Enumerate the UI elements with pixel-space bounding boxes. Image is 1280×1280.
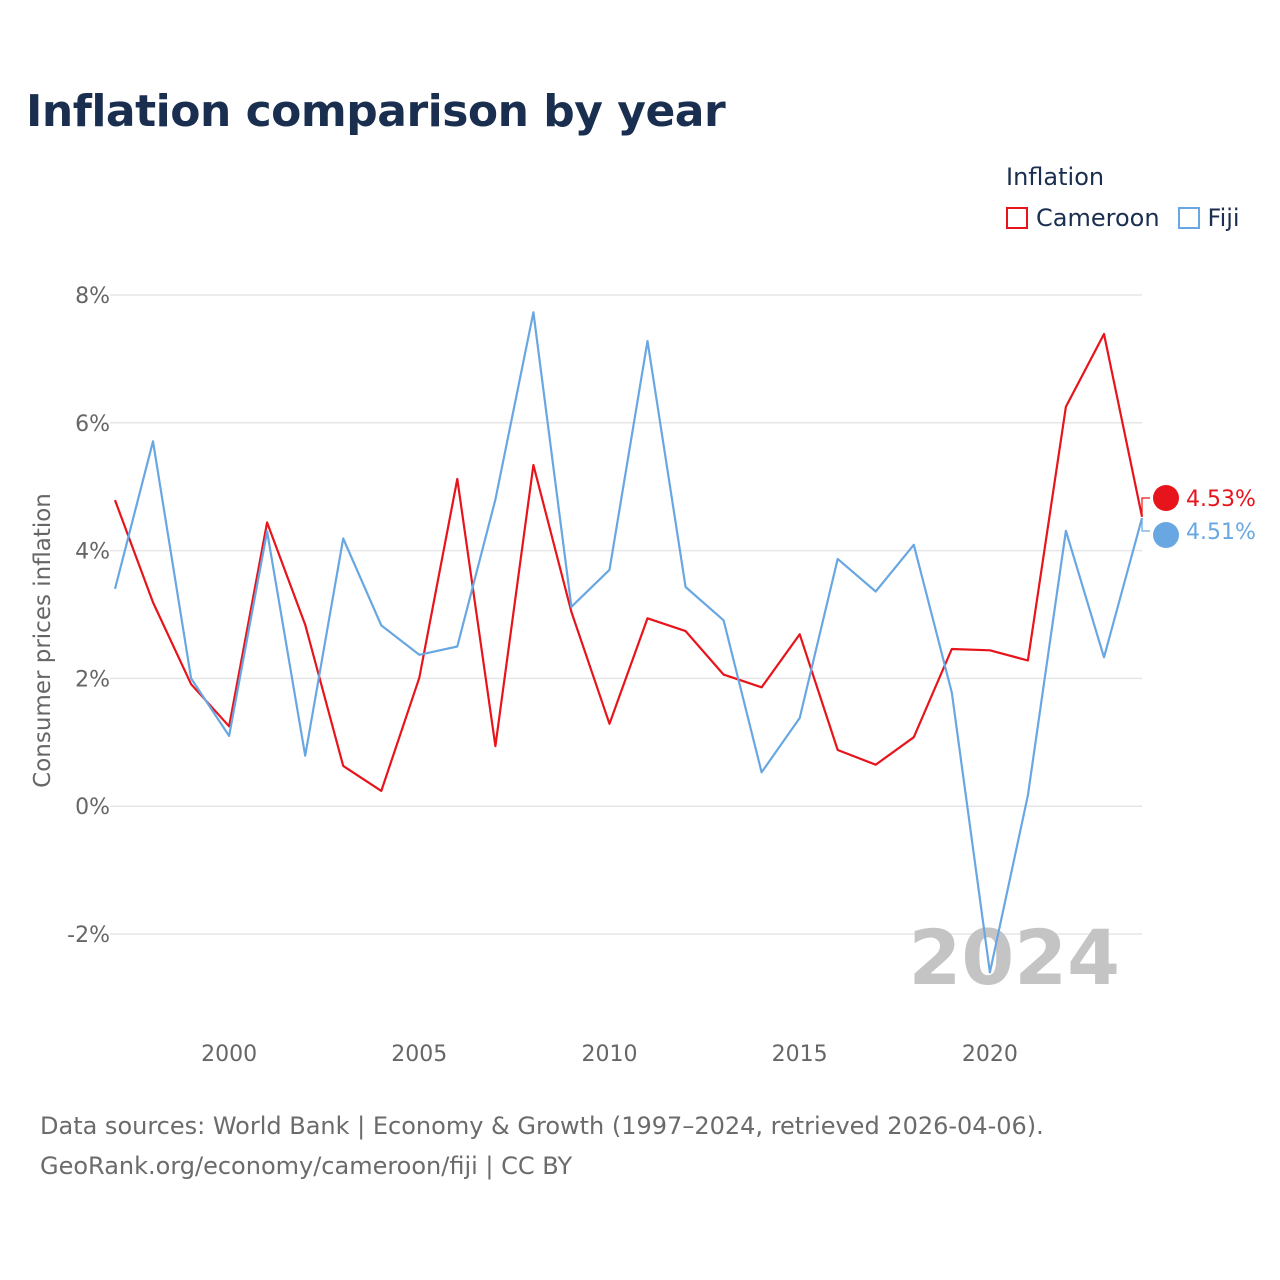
y-tick-label: 0% (75, 795, 110, 820)
x-tick-label: 2000 (201, 1042, 257, 1067)
line-chart: -2% 0% 2% 4% 6% 8% 2000 2005 2010 2015 2020 Consume… (30, 284, 1256, 1067)
y-tick-label: 8% (75, 284, 110, 309)
year-watermark: 2024 (908, 913, 1120, 1002)
legend: Cameroon Fiji (1006, 204, 1258, 232)
legend-item-fiji[interactable]: Fiji (1177, 204, 1240, 232)
end-value-label-cameroon: 4.53% (1186, 487, 1256, 512)
y-tick-label: 6% (75, 412, 110, 437)
end-connector-cameroon (1141, 497, 1150, 517)
legend-item-cameroon[interactable]: Cameroon (1006, 204, 1160, 232)
end-value-label-fiji: 4.51% (1186, 520, 1256, 545)
end-connector-fiji (1141, 518, 1150, 532)
flag-marker-cameroon (1153, 485, 1179, 511)
series-line-cameroon (113, 332, 1144, 793)
y-tick-label: 4% (75, 540, 110, 565)
x-tick-label: 2005 (391, 1042, 447, 1067)
y-axis-label: Consumer prices inflation (30, 493, 56, 788)
legend-title: Inflation (1006, 163, 1105, 191)
x-tick-label: 2015 (772, 1042, 828, 1067)
x-tick-label: 2010 (581, 1042, 637, 1067)
legend-swatch-fiji (1177, 207, 1200, 229)
x-tick-label: 2020 (962, 1042, 1018, 1067)
legend-label-cameroon: Cameroon (1036, 204, 1160, 232)
chart-title: Inflation comparison by year (26, 86, 726, 137)
footer-url: GeoRank.org/economy/cameroon/fiji | CC B… (40, 1152, 573, 1180)
series-line-fiji (113, 311, 1144, 974)
y-tick-label: 2% (75, 667, 110, 692)
legend-label-fiji: Fiji (1207, 204, 1240, 232)
legend-swatch-cameroon (1006, 207, 1028, 229)
footer: Data sources: World Bank | Economy & Gro… (40, 1106, 1044, 1186)
flag-marker-fiji (1153, 522, 1179, 548)
y-tick-label: -2% (67, 923, 110, 948)
footer-sources: Data sources: World Bank | Economy & Gro… (40, 1112, 1044, 1140)
